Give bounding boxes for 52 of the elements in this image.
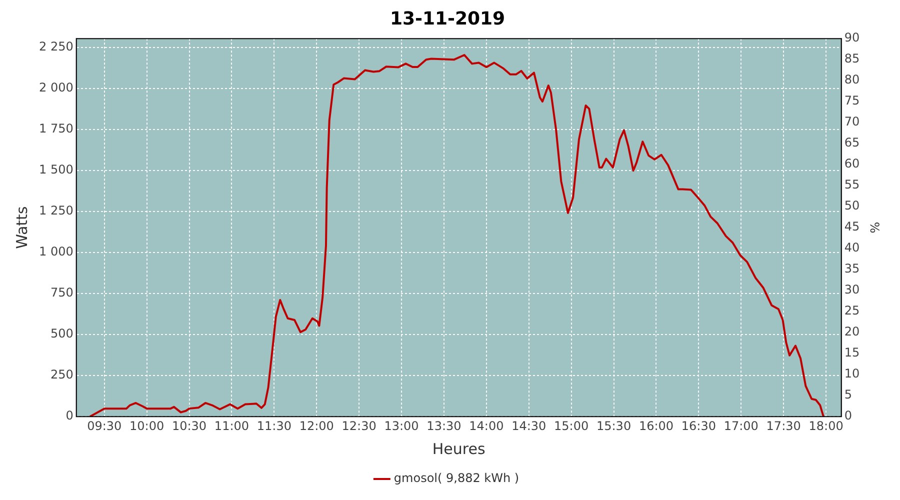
y2-tick-label: 30 [844, 282, 860, 297]
y-tick-label: 500 [50, 326, 74, 341]
y2-tick-label: 60 [844, 156, 860, 171]
y2-tick-label: 25 [844, 304, 860, 318]
y-tick-label: 250 [50, 368, 74, 382]
x-tick-label: 16:30 [681, 418, 716, 433]
y2-tick-label: 35 [844, 262, 860, 276]
y2-tick-label: 75 [844, 94, 860, 108]
y-tick-label: 1 500 [38, 162, 74, 177]
y2-tick-label: 45 [844, 220, 860, 234]
x-tick-label: 15:00 [554, 418, 589, 433]
x-tick-label: 15:30 [596, 418, 632, 433]
y2-tick-label: 55 [844, 178, 860, 192]
y-tick-label: 750 [50, 286, 74, 300]
y-tick-label: 1 000 [38, 244, 74, 259]
y2-axis-title: % [868, 222, 882, 234]
y2-tick-label: 85 [844, 52, 860, 66]
legend-label: gmosol( 9,882 kWh ) [394, 471, 520, 486]
y2-tick-label: 50 [844, 198, 860, 213]
y-tick-label: 1 750 [38, 122, 74, 136]
y2-tick-label: 15 [844, 346, 860, 360]
y-tick-label: 2 250 [38, 40, 74, 54]
x-tick-label: 13:30 [426, 418, 462, 433]
y-tick-label: 2 000 [38, 80, 74, 95]
y2-tick-label: 5 [844, 388, 852, 402]
y-tick-label: 0 [66, 408, 74, 423]
y2-tick-label: 20 [844, 324, 860, 339]
y2-tick-label: 0 [844, 408, 852, 423]
x-tick-label: 09:30 [87, 418, 122, 433]
x-tick-label: 18:00 [808, 418, 844, 433]
y-axis-title: Watts [12, 206, 31, 249]
x-tick-label: 12:30 [342, 418, 376, 433]
x-tick-label: 11:00 [214, 418, 250, 433]
y2-tick-label: 70 [844, 114, 860, 129]
x-axis-title: Heures [432, 440, 486, 458]
y2-tick-label: 65 [844, 136, 860, 150]
y2-tick-label: 10 [844, 366, 860, 381]
x-tick-label: 17:00 [724, 418, 758, 433]
x-tick-label: 14:00 [469, 418, 504, 433]
x-tick-label: 17:30 [766, 418, 801, 433]
y2-tick-label: 80 [844, 72, 860, 87]
y2-tick-label: 40 [844, 240, 860, 255]
chart-title: 13-11-2019 [390, 8, 506, 30]
x-tick-label: 16:00 [638, 418, 674, 433]
x-tick-label: 14:30 [512, 418, 546, 433]
x-tick-label: 10:00 [130, 418, 164, 433]
x-tick-label: 11:30 [256, 418, 292, 433]
y-tick-label: 1 250 [38, 204, 74, 218]
x-tick-label: 12:00 [299, 418, 334, 433]
x-tick-label: 10:30 [172, 418, 207, 433]
y2-tick-label: 90 [844, 30, 860, 45]
x-tick-label: 13:00 [384, 418, 419, 433]
